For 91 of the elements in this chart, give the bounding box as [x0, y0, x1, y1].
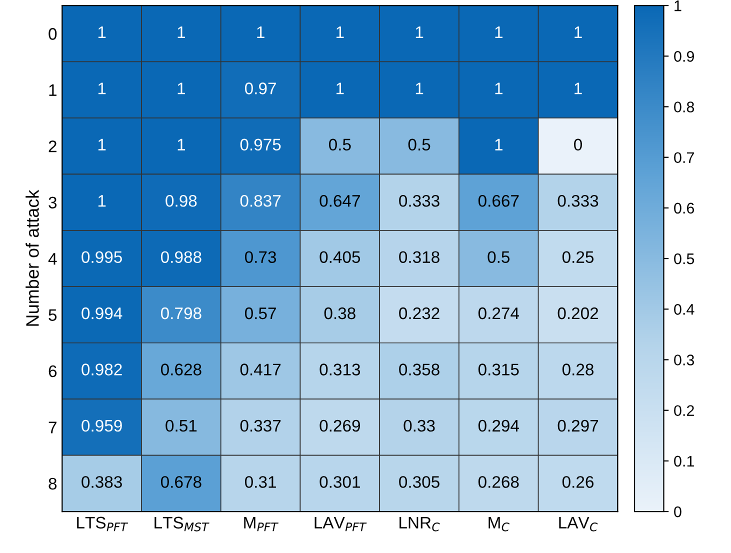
- color-bar-label: 0.8: [674, 102, 694, 112]
- x-tick-label: LNR$_{C}$: [400, 516, 440, 532]
- data-label: 0.97: [244, 82, 276, 94]
- data-label: 1: [574, 82, 582, 94]
- data-label: 0.294: [478, 420, 520, 432]
- data-label: 0.405: [320, 251, 360, 263]
- data-label: 1: [416, 82, 424, 94]
- y-axis-title: Number of attack: [26, 190, 39, 326]
- data-label: 0.678: [160, 476, 202, 488]
- data-label: 0.982: [82, 364, 122, 376]
- y-tick-label: 1: [49, 84, 56, 96]
- color-bar-label: 0.6: [674, 202, 694, 214]
- data-label: 1: [336, 82, 344, 94]
- data-label: 1: [178, 26, 186, 38]
- x-tick-label: LAV$_{C}$: [559, 516, 598, 532]
- data-label: 1: [495, 26, 502, 38]
- y-tick-label: 8: [48, 478, 57, 490]
- data-label: 1: [257, 26, 264, 38]
- data-label: 0.301: [320, 476, 360, 488]
- data-label: 1: [98, 82, 106, 94]
- data-label: 1: [495, 138, 502, 150]
- data-label: 0.333: [558, 194, 598, 207]
- data-label: 0.25: [562, 251, 594, 263]
- y-tick-label: 6: [48, 365, 57, 378]
- data-label: 0.995: [82, 251, 122, 263]
- data-label: 1: [574, 26, 582, 38]
- x-tick-label: LTS$_{MST}$: [154, 516, 210, 532]
- x-tick-label: M$_{PFT}$: [244, 516, 278, 532]
- data-label: 0.337: [240, 420, 281, 432]
- data-label: 1: [178, 138, 186, 150]
- color-bar-label: 0.5: [674, 253, 694, 264]
- data-label: 0.98: [166, 194, 197, 207]
- color-bar-label: 0: [674, 506, 682, 518]
- data-label: 0.274: [478, 307, 520, 320]
- data-label: 0.269: [320, 420, 360, 432]
- data-label: 0.988: [160, 251, 202, 263]
- data-label: 0.305: [399, 476, 440, 488]
- data-label: 0.268: [478, 476, 519, 488]
- data-label: 0.31: [244, 476, 276, 488]
- data-label: 0.959: [82, 420, 122, 432]
- y-tick-label: 2: [48, 140, 56, 152]
- data-label: 0.837: [240, 194, 281, 207]
- data-label: 1: [98, 138, 106, 150]
- color-bar-label: 0.2: [674, 405, 694, 416]
- color-bar-label: 0.1: [674, 456, 694, 467]
- color-bar-label: 0.7: [674, 152, 694, 164]
- data-label: 0.232: [399, 307, 440, 320]
- data-label: 0.297: [558, 420, 598, 432]
- data-label: 0.5: [488, 251, 510, 263]
- x-tick-label: LAV$_{PFT}$: [314, 516, 367, 532]
- color-bar-label: 0.4: [674, 304, 694, 315]
- color-bar-label: 1: [674, 0, 682, 12]
- x-tick-label: LTS$_{PFT}$: [77, 516, 128, 532]
- data-label: 0.647: [320, 194, 360, 207]
- data-label: 0.313: [320, 364, 360, 376]
- data-label: 1: [416, 26, 424, 38]
- data-label: 0.28: [562, 364, 594, 376]
- data-label: 1: [98, 26, 106, 38]
- data-label: 0.383: [82, 476, 122, 488]
- x-tick-label: M$_{C}$: [488, 516, 510, 532]
- y-tick-label: 0: [48, 28, 57, 40]
- data-label: 0.73: [244, 251, 276, 263]
- data-label: 0.57: [244, 307, 276, 320]
- data-label: 0.202: [558, 307, 598, 320]
- data-label: 0.417: [240, 364, 281, 376]
- data-label: 0.5: [328, 138, 351, 151]
- data-label: 1: [98, 195, 106, 207]
- data-label: 0.38: [324, 307, 356, 320]
- data-label: 0.26: [562, 476, 594, 488]
- data-label: 1: [495, 82, 502, 94]
- data-label: 0.994: [82, 307, 122, 320]
- data-label: 0.51: [166, 420, 197, 432]
- color-bar-label: 0.9: [674, 50, 694, 62]
- data-label: 0.5: [408, 138, 430, 151]
- y-tick-label: 4: [48, 253, 57, 265]
- data-label: 0.315: [478, 364, 519, 376]
- y-tick-label: 5: [48, 309, 57, 321]
- data-label: 0.358: [399, 364, 440, 376]
- y-tick-label: 7: [48, 422, 56, 434]
- data-label: 0.333: [399, 194, 440, 207]
- color-bar-label: 0.3: [674, 354, 694, 366]
- data-label: 0.628: [160, 364, 202, 376]
- data-label: 0.798: [160, 307, 202, 320]
- data-label: 0.975: [240, 138, 281, 151]
- data-label: 0: [574, 138, 582, 151]
- data-label: 0.318: [399, 251, 440, 263]
- data-label: 0.667: [478, 194, 519, 207]
- data-label: 0.33: [404, 420, 435, 432]
- y-tick-label: 3: [48, 196, 57, 209]
- data-label: 1: [336, 26, 344, 38]
- data-label: 1: [178, 82, 186, 94]
